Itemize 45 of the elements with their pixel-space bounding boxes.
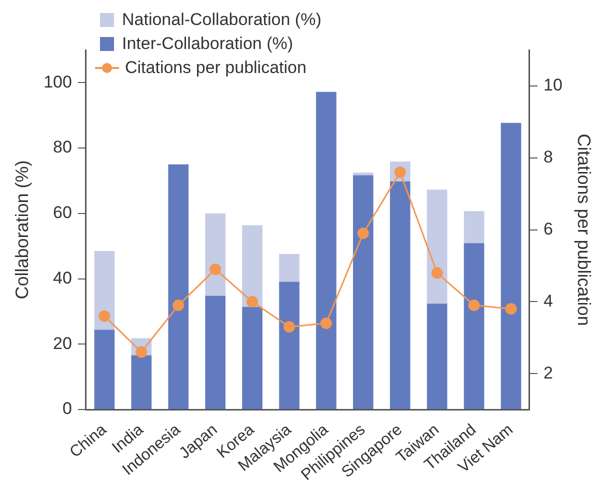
bar [94,330,115,410]
bar [500,122,522,410]
point [468,300,480,312]
bar [353,172,374,176]
y-tick-label: 100 [44,72,72,92]
y2-tick-label: 8 [543,148,553,167]
y2-axis-title: Citations per publication [574,134,594,326]
legend-label: Inter-Collaboration (%) [122,33,294,55]
point [210,264,222,276]
point [246,296,258,308]
y2-tick-label: 10 [543,76,562,95]
bar [168,164,189,410]
y-axis-title: Collaboration (%) [12,160,32,300]
point [505,303,517,315]
y-tick-label: 0 [62,399,72,418]
bar [353,175,374,410]
legend-label: National-Collaboration (%) [122,9,322,31]
bar [316,92,336,410]
point [357,228,369,240]
y2-tick-label: 6 [543,219,553,238]
y2-tick-label: 2 [543,363,553,382]
point [172,300,184,312]
bar [390,181,410,410]
bar [279,282,300,410]
legend-label: Citations per publication [125,57,306,79]
bar [426,304,448,410]
bar [279,254,300,282]
y-tick-label: 20 [53,334,72,353]
bar [426,190,448,304]
y-tick-label: 80 [53,138,72,157]
bar [464,243,484,410]
point [431,267,443,279]
bar [242,306,262,410]
point [98,310,110,322]
bar [205,296,226,410]
bar [464,211,484,244]
y-tick-label: 40 [53,268,72,288]
bar [242,225,262,307]
bar [94,251,115,330]
y2-tick-label: 4 [543,291,553,310]
bar [205,213,226,296]
y-tick-label: 60 [53,203,72,222]
point [320,318,332,330]
bar [131,355,152,410]
point [283,321,295,333]
